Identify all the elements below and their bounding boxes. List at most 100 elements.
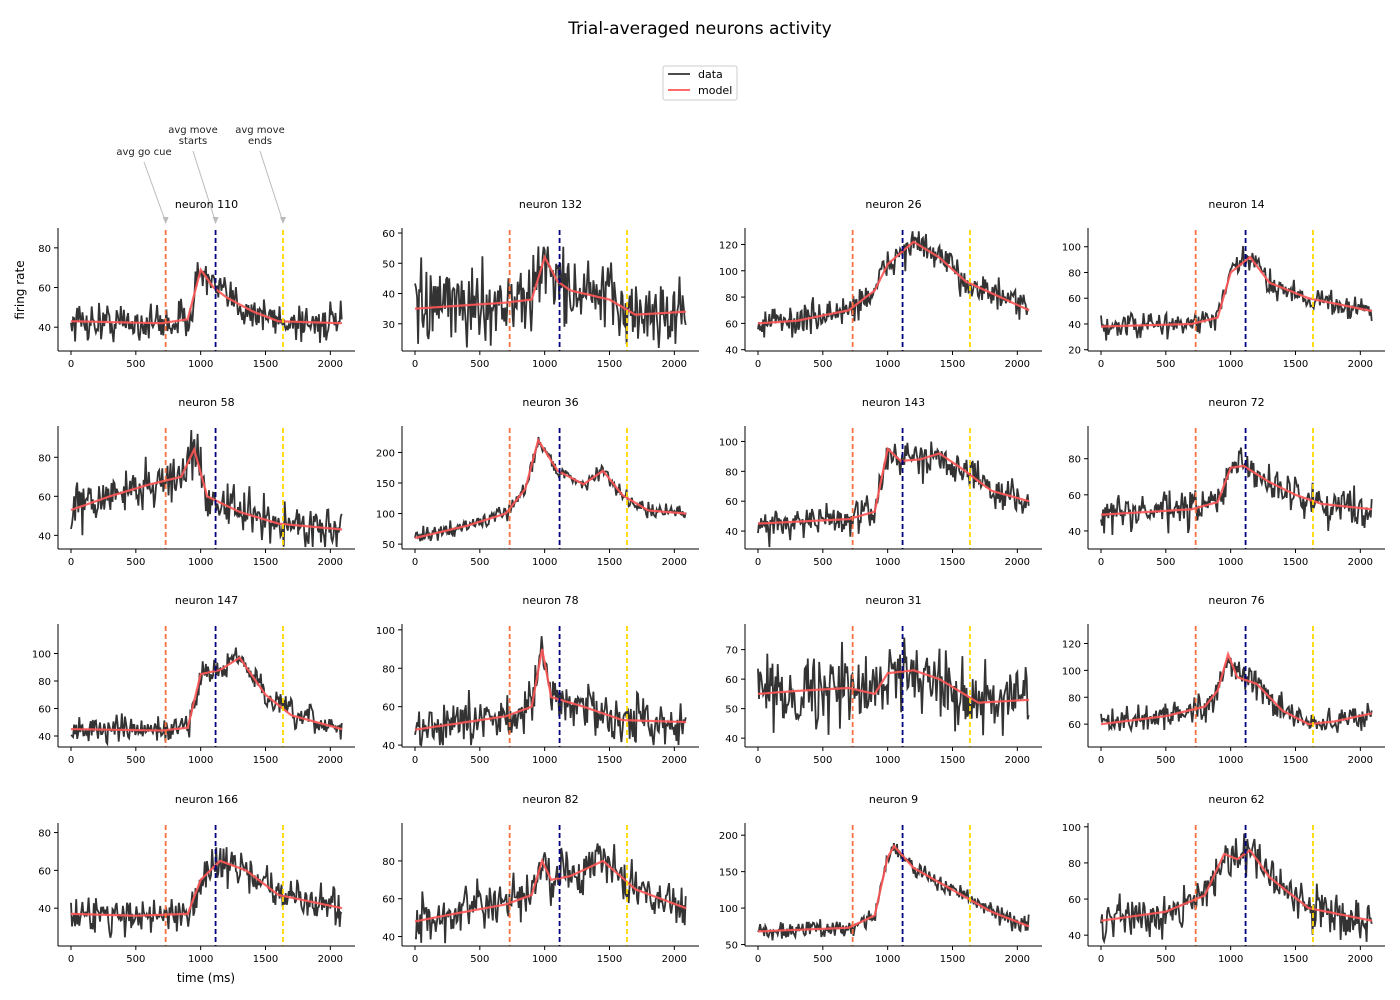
y-tick-label: 100 xyxy=(719,267,738,278)
x-tick-label: 2000 xyxy=(318,954,343,965)
annotation-arrow xyxy=(259,150,284,223)
panel-title: neuron 132 xyxy=(519,198,582,211)
panel-title: neuron 166 xyxy=(175,793,238,806)
y-tick-label: 120 xyxy=(1062,639,1081,650)
model-trace xyxy=(71,859,343,917)
neuron-panel: neuron 110 0 500 1000 1500 2000 40 60 80 xyxy=(38,198,355,370)
x-tick-label: 1000 xyxy=(188,954,213,965)
annotation-arrow xyxy=(192,150,217,223)
annotation-arrowhead xyxy=(212,217,219,224)
x-tick-label: 500 xyxy=(1156,755,1175,766)
x-tick-label: 1500 xyxy=(253,557,278,568)
x-tick-label: 0 xyxy=(755,359,761,370)
x-tick-label: 500 xyxy=(470,359,489,370)
panel-title: neuron 110 xyxy=(175,198,238,211)
y-tick-label: 70 xyxy=(725,646,738,657)
y-tick-label: 60 xyxy=(382,895,395,906)
model-trace xyxy=(70,267,342,325)
x-tick-label: 500 xyxy=(813,755,832,766)
x-tick-label: 2000 xyxy=(1348,954,1373,965)
y-tick-label: 150 xyxy=(719,868,738,879)
y-tick-label: 100 xyxy=(719,437,738,448)
neuron-panel: neuron 82 0 500 1000 1500 2000 40 60 80 xyxy=(382,793,699,965)
y-tick-label: 50 xyxy=(382,259,395,270)
y-tick-label: 40 xyxy=(38,732,51,743)
annotation-arrowhead xyxy=(162,217,169,224)
x-tick-label: 1500 xyxy=(940,557,965,568)
model-trace xyxy=(758,844,1030,933)
x-tick-label: 1000 xyxy=(1218,557,1243,568)
y-tick-label: 80 xyxy=(1068,693,1081,704)
model-trace xyxy=(414,437,687,540)
neuron-panel: neuron 58 0 500 1000 1500 2000 40 60 80 xyxy=(38,396,355,568)
model-trace xyxy=(70,446,343,531)
x-tick-label: 2000 xyxy=(662,557,687,568)
y-tick-label: 60 xyxy=(1068,720,1081,731)
y-tick-label: 60 xyxy=(382,229,395,240)
y-tick-label: 50 xyxy=(725,705,738,716)
data-trace xyxy=(1100,447,1373,536)
x-tick-label: 2000 xyxy=(1005,557,1030,568)
y-tick-label: 60 xyxy=(38,866,51,877)
y-tick-label: 80 xyxy=(1068,859,1081,870)
x-tick-label: 1000 xyxy=(532,954,557,965)
x-tick-label: 0 xyxy=(755,954,761,965)
y-tick-label: 40 xyxy=(38,323,51,334)
x-tick-label: 1000 xyxy=(875,557,900,568)
y-tick-label: 200 xyxy=(719,831,738,842)
x-tick-label: 1000 xyxy=(1218,359,1243,370)
model-trace xyxy=(757,240,1030,325)
y-tick-label: 120 xyxy=(719,240,738,251)
model-trace xyxy=(414,648,686,731)
x-tick-label: 1500 xyxy=(940,954,965,965)
model-trace xyxy=(757,669,1030,704)
panel-title: neuron 14 xyxy=(1208,198,1264,211)
y-tick-label: 80 xyxy=(38,677,51,688)
y-tick-label: 100 xyxy=(376,510,395,521)
panel-title: neuron 78 xyxy=(522,594,578,607)
data-trace xyxy=(70,847,343,938)
y-tick-label: 100 xyxy=(1062,823,1081,834)
model-trace xyxy=(1100,650,1373,726)
x-tick-label: 0 xyxy=(68,359,74,370)
x-tick-label: 500 xyxy=(813,359,832,370)
x-tick-label: 2000 xyxy=(1348,755,1373,766)
x-tick-label: 1000 xyxy=(1218,755,1243,766)
y-tick-label: 80 xyxy=(38,244,51,255)
y-tick-label: 80 xyxy=(38,829,51,840)
y-tick-label: 150 xyxy=(376,479,395,490)
y-tick-label: 100 xyxy=(376,626,395,637)
y-tick-label: 60 xyxy=(38,284,51,295)
x-tick-label: 1500 xyxy=(597,557,622,568)
x-tick-label: 1500 xyxy=(1283,359,1308,370)
neuron-panel: neuron 62 0 500 1000 1500 2000 40 60 80 100 xyxy=(1062,793,1385,965)
x-tick-label: 500 xyxy=(1156,557,1175,568)
x-tick-label: 1500 xyxy=(1283,954,1308,965)
neuron-panel: neuron 143 0 500 1000 1500 2000 40 60 80 100 xyxy=(719,396,1042,568)
data-trace xyxy=(757,231,1030,338)
y-tick-label: 50 xyxy=(725,941,738,952)
neuron-panel: neuron 36 0 500 1000 1500 2000 50 100 150 200 xyxy=(376,396,699,568)
model-trace xyxy=(71,656,343,732)
y-tick-label: 80 xyxy=(382,664,395,675)
annotation-label: avg move starts xyxy=(168,125,218,147)
x-tick-label: 0 xyxy=(1098,557,1104,568)
neuron-panel: neuron 31 0 500 1000 1500 2000 40 50 60 70 xyxy=(725,594,1042,766)
x-tick-label: 0 xyxy=(755,755,761,766)
y-tick-label: 100 xyxy=(1062,243,1081,254)
x-tick-label: 1500 xyxy=(1283,557,1308,568)
panel-title: neuron 147 xyxy=(175,594,238,607)
x-tick-label: 500 xyxy=(470,954,489,965)
x-tick-label: 1000 xyxy=(188,359,213,370)
x-tick-label: 1500 xyxy=(253,755,278,766)
y-tick-label: 200 xyxy=(376,448,395,459)
x-axis-label: time (ms) xyxy=(177,971,235,985)
x-tick-label: 0 xyxy=(1098,954,1104,965)
x-tick-label: 0 xyxy=(755,557,761,568)
y-tick-label: 30 xyxy=(382,320,395,331)
x-tick-label: 1000 xyxy=(1218,954,1243,965)
x-tick-label: 0 xyxy=(412,755,418,766)
x-tick-label: 0 xyxy=(1098,359,1104,370)
y-tick-label: 20 xyxy=(1068,346,1081,357)
y-tick-label: 60 xyxy=(382,703,395,714)
